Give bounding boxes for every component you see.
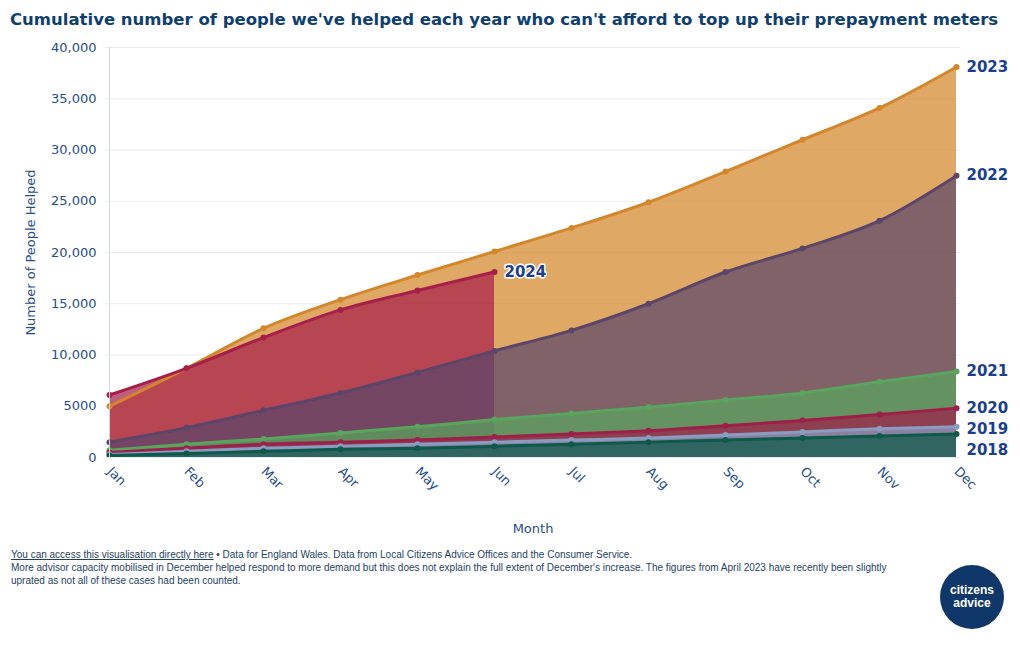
- html-text:You can access this visualisat: You can access this visualisation direct…: [11, 549, 633, 560]
- svg-text:25,000: 25,000: [51, 193, 97, 208]
- svg-text:5000: 5000: [63, 398, 96, 413]
- svg-text:Sep: Sep: [720, 464, 748, 492]
- svg-text:15,000: 15,000: [51, 296, 97, 311]
- svg-text:Number of People Helped: Number of People Helped: [23, 169, 38, 335]
- svg-text:0: 0: [88, 450, 96, 465]
- svg-text:2024: 2024: [505, 263, 547, 281]
- html-text:citizens advice: citizens advice: [950, 583, 994, 610]
- svg-text:2021: 2021: [967, 362, 1009, 380]
- svg-text:Month: Month: [513, 521, 554, 536]
- html-text:Cumulative number of people we: Cumulative number of people we've helped…: [10, 10, 999, 29]
- svg-text:2018: 2018: [967, 441, 1009, 459]
- svg-text:May: May: [412, 464, 442, 494]
- svg-text:Apr: Apr: [335, 464, 362, 491]
- svg-text:10,000: 10,000: [51, 347, 97, 362]
- svg-text:Aug: Aug: [643, 464, 672, 493]
- svg-text:Jul: Jul: [566, 463, 588, 485]
- svg-text:Nov: Nov: [874, 464, 903, 493]
- svg-text:35,000: 35,000: [51, 91, 97, 106]
- svg-text:Mar: Mar: [258, 464, 286, 492]
- svg-text:Jun: Jun: [489, 463, 515, 489]
- svg-text:Jan: Jan: [104, 463, 129, 488]
- html-text:More advisor capacity mobilise: More advisor capacity mobilised in Decem…: [11, 562, 887, 586]
- svg-text:30,000: 30,000: [51, 142, 97, 157]
- svg-text:2019: 2019: [967, 420, 1009, 438]
- svg-text:2023: 2023: [967, 58, 1009, 76]
- svg-text:2022: 2022: [967, 166, 1009, 184]
- svg-text:20,000: 20,000: [51, 245, 97, 260]
- svg-text:Oct: Oct: [797, 464, 824, 491]
- svg-text:2020: 2020: [967, 399, 1009, 417]
- svg-text:Feb: Feb: [181, 464, 208, 491]
- svg-text:Dec: Dec: [951, 464, 979, 492]
- svg-text:40,000: 40,000: [51, 40, 97, 55]
